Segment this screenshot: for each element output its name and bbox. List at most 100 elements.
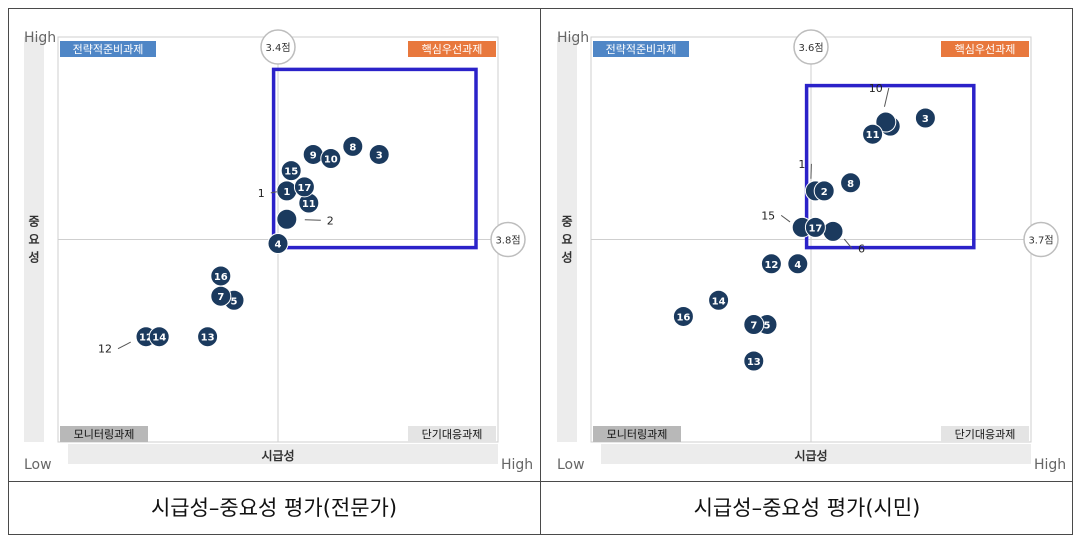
- point-label-11: 11: [866, 130, 880, 141]
- caption-divider: [8, 481, 1073, 482]
- leader-line-1: [810, 163, 812, 179]
- point-label-8: 8: [349, 142, 356, 153]
- point-17: [293, 176, 315, 198]
- tag-top-left-bg: [593, 41, 689, 57]
- tag-bottom-right-bg: [941, 426, 1029, 442]
- point-10: [320, 148, 342, 169]
- y-mean-badge: [1023, 221, 1059, 258]
- point-3: [368, 143, 390, 165]
- point-2: [276, 208, 298, 230]
- point-4: [267, 233, 289, 255]
- point-8: [840, 172, 862, 194]
- point-label-1: 1: [283, 187, 290, 198]
- y-axis-band: [557, 37, 577, 442]
- x-mean-badge: [793, 29, 829, 65]
- point-17: [804, 216, 826, 238]
- point-6: [822, 220, 844, 242]
- leader-line-10: [883, 87, 890, 107]
- point-label-4: 4: [794, 260, 801, 271]
- point-label-10: 10: [324, 155, 338, 166]
- point-13: [197, 326, 219, 348]
- x-axis-band: [601, 444, 1031, 464]
- point-ext-label-6: 6: [858, 242, 865, 255]
- leader-line-1: [270, 191, 277, 194]
- x-high-label: High: [1034, 457, 1066, 473]
- point-3: [914, 107, 936, 129]
- leader-line-2: [304, 219, 321, 221]
- y-mean-badge: [490, 221, 526, 258]
- x-mean-badge: [260, 29, 296, 65]
- tag-bottom-left-bg: [60, 426, 148, 442]
- point-label-13: 13: [201, 333, 215, 344]
- y-mean-label: 3.7점: [1028, 235, 1053, 247]
- y-axis-label-char: 중: [561, 215, 572, 229]
- tag-top-right-bg: [408, 41, 496, 57]
- point-12: [760, 253, 782, 275]
- point-label-4: 4: [275, 240, 282, 251]
- point-label-11: 11: [302, 199, 316, 210]
- tag-top-left: 전략적준비과제: [73, 43, 144, 56]
- point-label-3: 3: [922, 114, 929, 125]
- priority-highlight-box: [271, 67, 478, 250]
- point-label-13: 13: [747, 357, 761, 368]
- tag-bottom-left: 모니터링과제: [74, 428, 135, 441]
- point-ext-label-1: 1: [798, 158, 805, 171]
- point-14: [148, 326, 170, 348]
- y-high-label: High: [24, 30, 56, 46]
- leader-line-6: [843, 238, 853, 249]
- point-label-17: 17: [297, 183, 311, 194]
- x-mean-label: 3.6점: [798, 42, 823, 54]
- point-ext-label-2: 2: [327, 214, 334, 227]
- point-ext-label-10: 10: [869, 82, 883, 95]
- point-14: [708, 289, 730, 311]
- point-label-7: 7: [750, 321, 757, 332]
- tag-bottom-right-bg: [408, 426, 496, 442]
- leader-line-15: [780, 214, 791, 223]
- point-label-14: 14: [712, 296, 726, 307]
- point-label-14: 14: [152, 333, 166, 344]
- x-axis-band: [68, 444, 498, 464]
- y-axis-label-char: 요: [28, 233, 39, 247]
- x-low-label: Low: [557, 457, 585, 473]
- point-label-16: 16: [214, 272, 228, 283]
- point-label-7: 7: [217, 292, 224, 303]
- column-divider: [540, 8, 541, 535]
- citizen-caption: 시급성–중요성 평가(시민): [693, 496, 921, 520]
- point-7: [743, 314, 765, 336]
- expert-caption: 시급성–중요성 평가(전문가): [150, 496, 398, 520]
- x-low-label: Low: [24, 457, 52, 473]
- tag-top-right: 핵심우선과제: [422, 43, 483, 56]
- point-label-3: 3: [376, 150, 383, 161]
- point-2: [813, 180, 835, 202]
- y-high-label: High: [557, 30, 589, 46]
- point-label-15: 15: [284, 167, 298, 178]
- y-axis-label-char: 성: [28, 251, 39, 265]
- point-label-5: 5: [231, 296, 238, 307]
- tag-top-left-bg: [60, 41, 156, 57]
- tag-top-right-bg: [941, 41, 1029, 57]
- point-label-9: 9: [310, 150, 317, 161]
- point-label-2: 2: [821, 187, 828, 198]
- point-label-12: 12: [139, 333, 153, 344]
- y-mean-label: 3.8점: [495, 235, 520, 247]
- point-16: [210, 265, 232, 287]
- x-axis-label: 시급성: [261, 449, 294, 463]
- point-16: [672, 305, 694, 327]
- point-label-16: 16: [676, 312, 690, 323]
- point-ext-label-15: 15: [761, 209, 775, 222]
- y-axis-label-char: 성: [561, 251, 572, 265]
- y-axis-label-char: 중: [28, 215, 39, 229]
- x-axis-label: 시급성: [794, 449, 827, 463]
- point-13: [743, 350, 765, 372]
- priority-highlight-box: [804, 83, 976, 250]
- y-axis-band: [24, 37, 44, 442]
- point-label-17: 17: [808, 223, 822, 234]
- point-label-12: 12: [764, 260, 778, 271]
- point-4: [787, 253, 809, 275]
- tag-top-right: 핵심우선과제: [955, 43, 1016, 56]
- point-8: [342, 135, 364, 157]
- point-ext-label-12: 12: [98, 343, 112, 356]
- point-15: [280, 160, 302, 182]
